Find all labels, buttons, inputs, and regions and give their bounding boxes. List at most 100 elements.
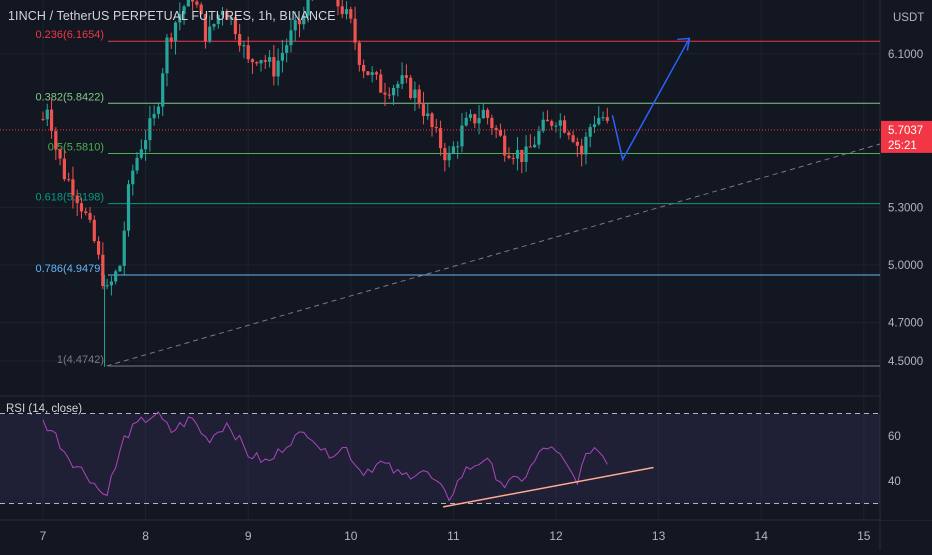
candle-body[interactable] [515, 149, 520, 159]
candle-body[interactable] [387, 94, 391, 96]
candle-body[interactable] [96, 241, 101, 255]
candle-body[interactable] [169, 37, 173, 42]
candle-body[interactable] [71, 179, 75, 196]
rsi-trend-line[interactable] [443, 466, 654, 508]
candle-body[interactable] [426, 113, 430, 117]
candle-body[interactable] [178, 14, 182, 23]
candle-body[interactable] [122, 230, 126, 266]
candle-body[interactable] [430, 113, 434, 128]
candle-body[interactable] [225, 10, 229, 20]
candle-body[interactable] [173, 22, 178, 42]
candle-body[interactable] [571, 135, 575, 142]
candle-body[interactable] [490, 117, 494, 129]
candle-body[interactable] [486, 109, 490, 118]
candle-body[interactable] [451, 146, 455, 153]
candle-body[interactable] [144, 140, 148, 150]
candle-body[interactable] [434, 127, 438, 129]
candle-body[interactable] [404, 75, 408, 78]
candle-body[interactable] [597, 117, 601, 125]
candle-body[interactable] [131, 170, 135, 185]
candle-body[interactable] [45, 109, 49, 120]
candle-body[interactable] [267, 57, 272, 62]
candle-body[interactable] [541, 119, 545, 132]
candle-body[interactable] [421, 104, 426, 117]
candle-body[interactable] [409, 77, 413, 99]
candle-body[interactable] [366, 71, 370, 75]
candle-body[interactable] [114, 271, 118, 282]
candle-body[interactable] [259, 60, 263, 64]
symbol-title[interactable]: 1INCH / TetherUS PERPETUAL FUTURES, 1h, … [8, 9, 336, 23]
candle-body[interactable] [297, 20, 302, 25]
candle-body[interactable] [148, 118, 152, 141]
candle-body[interactable] [191, 0, 195, 2]
candle-body[interactable] [468, 114, 473, 118]
candle-body[interactable] [285, 45, 289, 53]
candle-body[interactable] [88, 213, 92, 220]
candle-body[interactable] [105, 285, 109, 287]
candle-body[interactable] [511, 157, 515, 159]
candle-body[interactable] [276, 60, 280, 77]
candle-body[interactable] [443, 148, 447, 161]
rsi-indicator-label[interactable]: RSI (14, close) [6, 403, 83, 415]
candle-body[interactable] [161, 73, 165, 107]
candle-body[interactable] [524, 146, 528, 162]
candle-body[interactable] [567, 132, 571, 136]
candle-body[interactable] [302, 15, 306, 25]
candle-body[interactable] [49, 109, 54, 131]
candle-body[interactable] [562, 120, 567, 133]
candle-body[interactable] [580, 145, 584, 155]
candle-body[interactable] [605, 117, 609, 121]
candle-body[interactable] [263, 60, 267, 62]
candle-body[interactable] [545, 119, 550, 122]
candle-body[interactable] [280, 52, 284, 61]
candle-body[interactable] [533, 144, 537, 148]
candle-body[interactable] [54, 130, 58, 150]
candle-body[interactable] [165, 37, 169, 74]
candle-body[interactable] [92, 219, 96, 242]
rsi-line[interactable] [42, 411, 608, 502]
candle-body[interactable] [220, 10, 225, 16]
candle-body[interactable] [233, 17, 237, 35]
candle-body[interactable] [84, 211, 88, 214]
candle-body[interactable] [413, 89, 417, 99]
candle-body[interactable] [293, 20, 297, 31]
candle-body[interactable] [460, 125, 464, 147]
candle-body[interactable] [182, 6, 186, 15]
candle-body[interactable] [344, 9, 349, 15]
candle-body[interactable] [494, 128, 498, 131]
candle-body[interactable] [362, 64, 366, 72]
candle-body[interactable] [79, 203, 84, 212]
trend-line-dashed[interactable] [106, 143, 881, 367]
candle-body[interactable] [537, 131, 541, 145]
candle-body[interactable] [41, 119, 45, 121]
candle-body[interactable] [498, 130, 503, 136]
candle-body[interactable] [391, 87, 396, 96]
currency-label[interactable]: USDT [893, 12, 924, 24]
candle-body[interactable] [357, 42, 361, 65]
candle-body[interactable] [503, 135, 507, 156]
candle-body[interactable] [456, 146, 460, 148]
candle-body[interactable] [379, 74, 383, 93]
candle-body[interactable] [383, 92, 387, 95]
candle-body[interactable] [203, 14, 208, 42]
candle-body[interactable] [417, 89, 421, 105]
candle-body[interactable] [250, 59, 255, 63]
candle-body[interactable] [349, 9, 353, 19]
candle-body[interactable] [208, 26, 212, 42]
candle-body[interactable] [336, 0, 340, 7]
candle-body[interactable] [306, 0, 310, 16]
candle-body[interactable] [58, 149, 62, 159]
candle-body[interactable] [588, 127, 592, 137]
candle-body[interactable] [370, 72, 374, 75]
candle-body[interactable] [464, 117, 468, 126]
candle-body[interactable] [186, 0, 190, 7]
candle-body[interactable] [126, 184, 131, 231]
candle-body[interactable] [195, 1, 199, 5]
candle-body[interactable] [558, 120, 562, 126]
candle-body[interactable] [400, 75, 404, 84]
candle-body[interactable] [528, 146, 532, 148]
candle-body[interactable] [216, 15, 220, 25]
candle-body[interactable] [118, 265, 122, 272]
